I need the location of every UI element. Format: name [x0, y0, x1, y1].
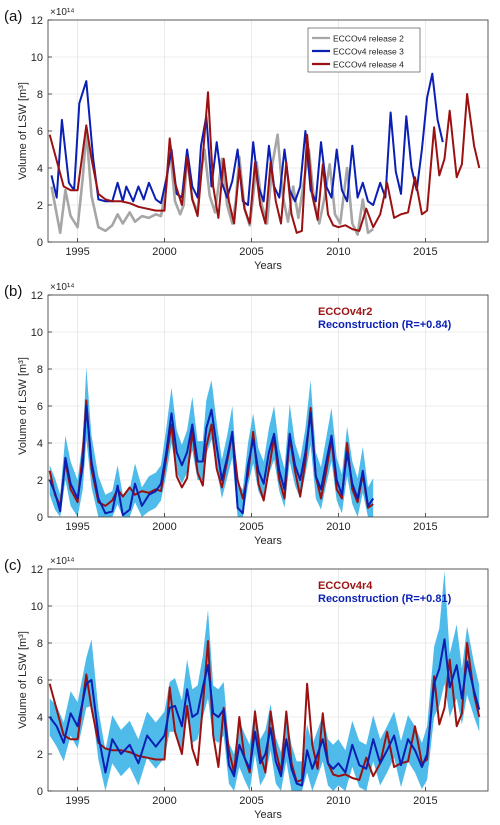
y-tick-label: 6	[37, 126, 43, 138]
uncertainty-band	[49, 367, 374, 517]
series-line-1	[48, 399, 374, 509]
x-tick-label: 2005	[239, 521, 263, 533]
series-line-1	[48, 640, 481, 783]
x-axis-label: Years	[254, 260, 282, 272]
panel-label: (a)	[4, 8, 22, 25]
y-tick-label: 10	[31, 52, 43, 64]
x-tick-label: 2015	[413, 795, 437, 807]
y-tick-label: 10	[31, 327, 43, 339]
x-tick-label: 2000	[152, 521, 176, 533]
legend-entry: Reconstruction (R=+0.81)	[318, 593, 452, 605]
x-tick-label: 1995	[65, 795, 89, 807]
x-tick-label: 2010	[326, 246, 350, 258]
x-tick-label: 2000	[152, 795, 176, 807]
y-scale-label: ×10¹⁴	[50, 282, 75, 293]
y-tick-label: 6	[37, 401, 43, 413]
x-axis-label: Years	[254, 535, 282, 547]
uncertainty-band	[49, 570, 480, 791]
panel-a: 1995 2000 2005 2010 2015 0 2 4 6 8 10 12 ×10¹⁴ Years V…	[4, 7, 489, 272]
panel-c: 1995 2000 2005 2010 2015 0 2 4 6 8 10 12 ×10¹⁴ Years V…	[4, 556, 489, 821]
x-tick-label: 2000	[152, 246, 176, 258]
y-scale-label: ×10¹⁴	[50, 7, 75, 18]
x-tick-label: 2005	[239, 795, 263, 807]
legend-entry: ECCOv4 release 4	[333, 60, 404, 70]
y-tick-label: 0	[37, 786, 43, 798]
y-tick-label: 8	[37, 89, 43, 101]
legend-entry: ECCOv4r4	[318, 580, 373, 592]
y-axis-label: Volume of LSW [m³]	[17, 82, 29, 180]
y-tick-label: 12	[31, 564, 43, 576]
y-tick-label: 2	[37, 749, 43, 761]
legend-entry: ECCOv4r2	[318, 306, 372, 318]
legend-entry: Reconstruction (R=+0.84)	[318, 319, 452, 331]
x-axis-label: Years	[254, 809, 282, 820]
panel-b: 1995 2000 2005 2010 2015 0 2 4 6 8 10 12 ×10¹⁴ Years V…	[4, 282, 489, 547]
legend-entry: ECCOv4 release 3	[333, 47, 404, 57]
x-tick-label: 2015	[413, 521, 437, 533]
y-tick-label: 12	[31, 290, 43, 302]
panel-label: (b)	[4, 283, 22, 300]
y-tick-label: 4	[37, 163, 43, 175]
y-axis-label: Volume of LSW [m³]	[17, 357, 29, 455]
x-tick-label: 2015	[413, 246, 437, 258]
series-line-3	[48, 91, 481, 234]
legend-entry: ECCOv4 release 2	[333, 34, 404, 44]
y-tick-label: 2	[37, 475, 43, 487]
y-tick-label: 0	[37, 237, 43, 249]
y-tick-label: 8	[37, 638, 43, 650]
y-tick-label: 10	[31, 601, 43, 613]
x-tick-label: 2010	[326, 521, 350, 533]
x-tick-label: 2010	[326, 795, 350, 807]
series-line-2	[50, 72, 444, 206]
series-line-2	[48, 638, 481, 787]
x-tick-label: 2005	[239, 246, 263, 258]
y-axis-label: Volume of LSW [m³]	[17, 631, 29, 729]
y-tick-label: 4	[37, 712, 43, 724]
y-tick-label: 8	[37, 364, 43, 376]
y-tick-label: 12	[31, 15, 43, 27]
y-scale-label: ×10¹⁴	[50, 556, 75, 567]
series-line-2	[48, 405, 375, 517]
panel-label: (c)	[4, 557, 22, 574]
y-tick-label: 2	[37, 200, 43, 212]
y-tick-label: 4	[37, 438, 43, 450]
y-tick-label: 0	[37, 512, 43, 524]
x-tick-label: 1995	[65, 246, 89, 258]
y-tick-label: 6	[37, 675, 43, 687]
x-tick-label: 1995	[65, 521, 89, 533]
